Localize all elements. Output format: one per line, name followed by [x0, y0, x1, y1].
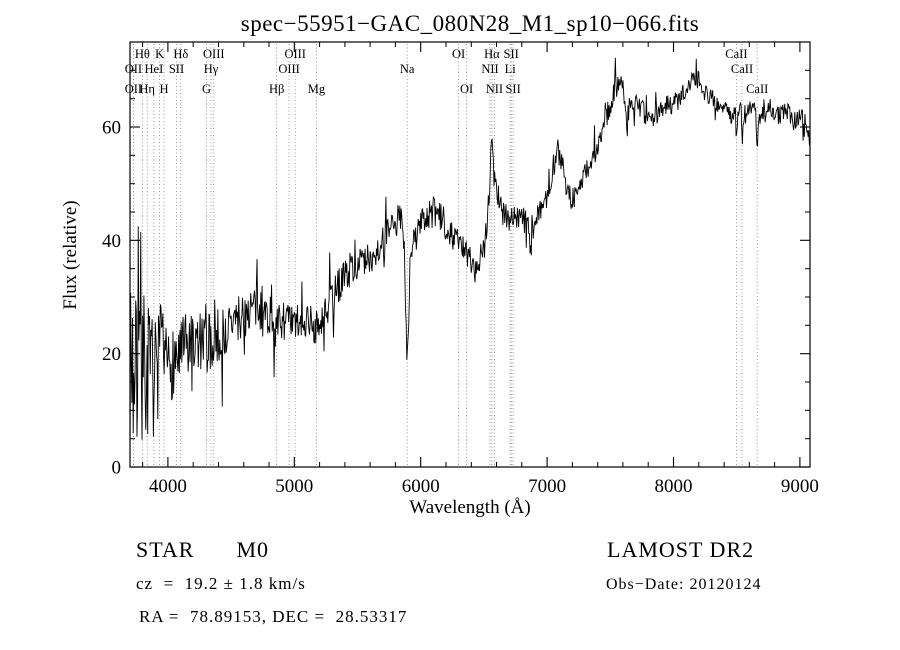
- spectral-line-label: Na: [400, 62, 415, 76]
- spectral-line-label: Li: [505, 62, 517, 76]
- spectral-line-label: G: [202, 82, 211, 96]
- y-tick-label: 40: [102, 231, 121, 252]
- spectral-line-label: OI: [452, 47, 465, 61]
- spectrum-trace: [129, 57, 811, 465]
- spectral-line-label: SII: [504, 47, 519, 61]
- object-type-label: STAR: [136, 537, 195, 562]
- spectral-line-label: Hβ: [269, 82, 284, 96]
- x-tick-label: 8000: [655, 476, 693, 497]
- y-tick-label: 0: [112, 458, 122, 479]
- spectral-line-label: CaII: [746, 82, 768, 96]
- object-class: STAR M0: [136, 537, 269, 563]
- spectral-line-label: CaII: [725, 47, 747, 61]
- spectral-line-label: Hα: [484, 47, 500, 61]
- subclass-label: M0: [236, 537, 270, 562]
- y-tick-label: 20: [102, 344, 121, 365]
- x-tick-label: 9000: [781, 476, 819, 497]
- spectral-line-label: Hθ: [135, 47, 150, 61]
- spectral-line-label: OIII: [203, 47, 225, 61]
- spectral-line-label: Mg: [308, 82, 326, 96]
- spectral-line-label: OIII: [284, 47, 306, 61]
- ra-dec: RA = 78.89153, DEC = 28.53317: [139, 607, 408, 626]
- survey-label: LAMOST DR2: [607, 537, 755, 562]
- spectral-line-label: SII: [169, 62, 184, 76]
- spectral-line-label: Hγ: [204, 62, 219, 76]
- spectral-line-label: CaII: [731, 62, 753, 76]
- spectral-line-label: SII: [505, 82, 520, 96]
- plot-frame: [129, 41, 811, 468]
- spectral-line-label: OI: [460, 82, 473, 96]
- plot-content: 4000 5000 6000 7000 8000 90000204060OIIOIIHθH…: [102, 41, 819, 497]
- spectrum-plot: spec−55951−GAC_080N28_M1_sp10−066.fits W…: [60, 11, 819, 518]
- spectral-line-label: NII: [486, 82, 503, 96]
- x-axis-label: Wavelength (Å): [409, 497, 530, 518]
- spectral-line-label: H: [159, 82, 168, 96]
- spectral-line-label: NII: [481, 62, 498, 76]
- obs-date: Obs−Date: 20120124: [606, 576, 762, 593]
- plot-title: spec−55951−GAC_080N28_M1_sp10−066.fits: [241, 11, 700, 36]
- cz-value: cz = 19.2 ± 1.8 km/s: [136, 574, 306, 593]
- y-axis-label: Flux (relative): [60, 200, 81, 309]
- spectral-line-label: Hη: [139, 82, 155, 96]
- spectral-line-label: K: [155, 47, 164, 61]
- spectral-line-label: OIII: [278, 62, 300, 76]
- x-tick-label: 7000: [528, 476, 566, 497]
- spectral-line-label: OII: [125, 62, 142, 76]
- x-tick-label: 4000: [149, 476, 187, 497]
- x-tick-label: 5000: [275, 476, 313, 497]
- y-tick-label: 60: [102, 118, 121, 139]
- x-tick-label: 6000: [402, 476, 440, 497]
- spectral-line-label: OII: [125, 82, 142, 96]
- spectral-line-label: Hδ: [173, 47, 188, 61]
- spectral-line-label: HeI: [145, 62, 164, 76]
